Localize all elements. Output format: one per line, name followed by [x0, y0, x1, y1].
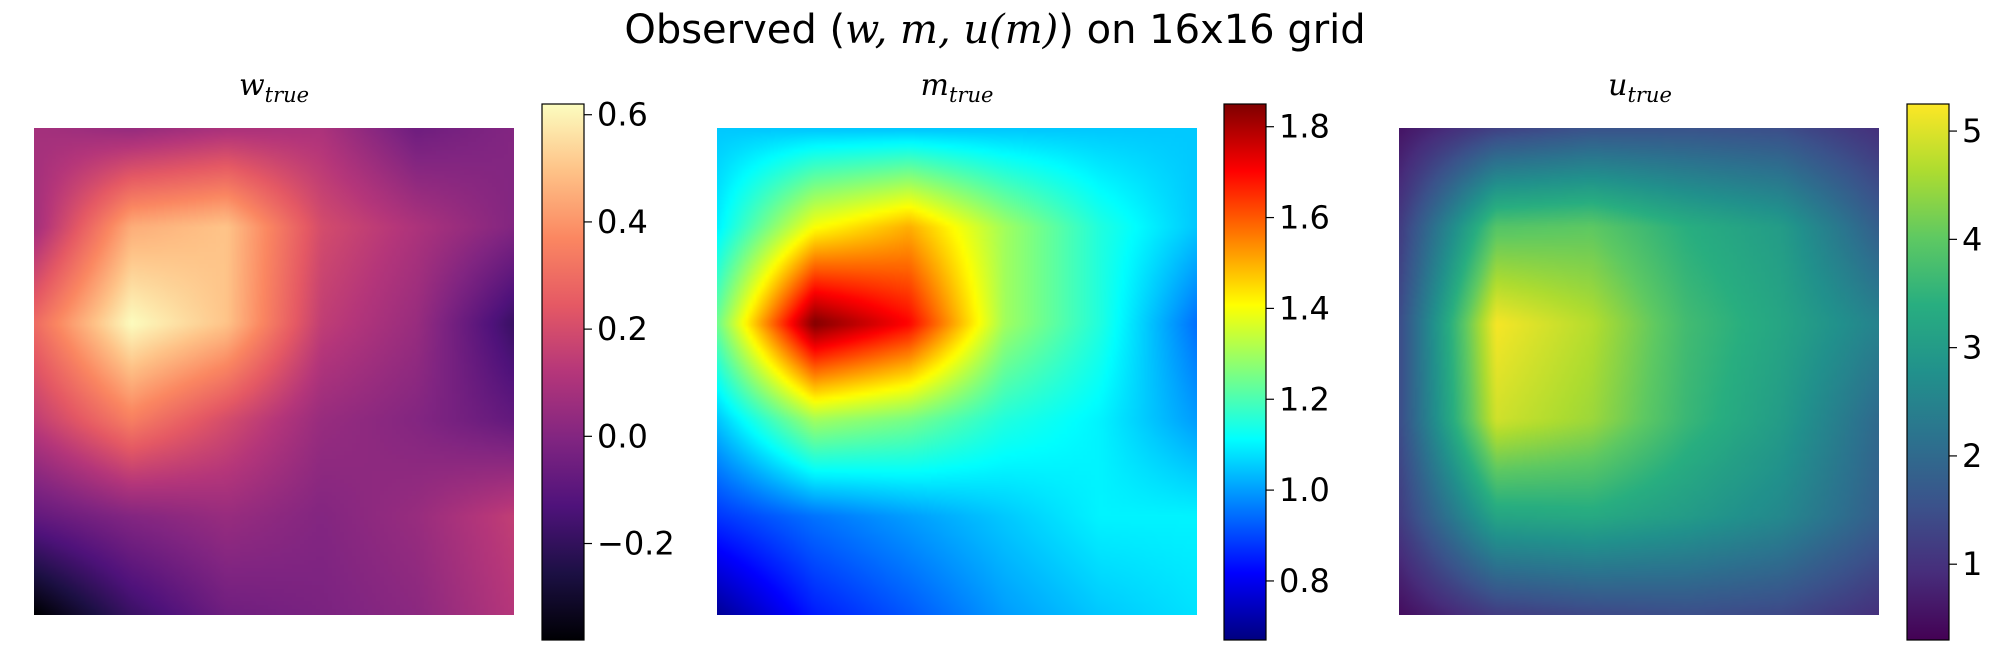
colorbar-tick-label: 1 — [1962, 545, 1982, 583]
colorbar-tick-label: 0.2 — [597, 310, 648, 348]
colorbar-tick-label: 2 — [1962, 437, 1982, 475]
colorbar-tick-label: 1.0 — [1279, 471, 1330, 509]
panel-u-title: utrue — [1608, 68, 1672, 107]
colorbar-tick-label: 0.0 — [597, 417, 648, 455]
colorbar-bar — [1223, 103, 1267, 641]
panel-m-colorbar: 0.8 1.0 1.2 1.4 1.6 1.8 — [1223, 103, 1330, 641]
colorbar-tick-label: 1.6 — [1279, 199, 1330, 237]
panel-u-heatmap — [1399, 128, 1879, 615]
panel-w: wtrue −0.2 0.0 0.2 0.4 0.6 — [34, 68, 675, 641]
panel-m: mtrue 0.8 1.0 1.2 1.4 1.6 1.8 — [717, 68, 1330, 641]
panel-u: utrue 1 2 3 4 5 — [1399, 68, 1982, 641]
colorbar-tick-label: 1.4 — [1279, 289, 1330, 327]
panel-w-title: wtrue — [239, 68, 309, 107]
colorbar-tick-label: −0.2 — [597, 525, 675, 563]
colorbar-tick-label: 5 — [1962, 112, 1982, 150]
panel-m-heatmap — [717, 128, 1197, 615]
figure-title: Observed (w, m, u(m)) on 16x16 grid — [624, 7, 1365, 53]
colorbar-tick-label: 0.4 — [597, 203, 648, 241]
panel-w-heatmap — [34, 128, 514, 615]
panel-w-colorbar: −0.2 0.0 0.2 0.4 0.6 — [541, 96, 675, 641]
heatmap-image — [34, 128, 514, 615]
colorbar-tick-label: 1.8 — [1279, 108, 1330, 146]
colorbar-tick-label: 3 — [1962, 329, 1982, 367]
heatmap-image — [1399, 128, 1879, 615]
colorbar-tick-label: 0.8 — [1279, 562, 1330, 600]
colorbar-tick-label: 4 — [1962, 220, 1982, 258]
colorbar-bar — [1906, 103, 1950, 641]
heatmap-image — [717, 128, 1197, 615]
panel-m-title: mtrue — [921, 68, 994, 107]
colorbar-tick-label: 1.2 — [1279, 380, 1330, 418]
colorbar-tick-label: 0.6 — [597, 96, 648, 134]
panel-u-colorbar: 1 2 3 4 5 — [1906, 103, 1982, 641]
colorbar-bar — [541, 103, 585, 641]
